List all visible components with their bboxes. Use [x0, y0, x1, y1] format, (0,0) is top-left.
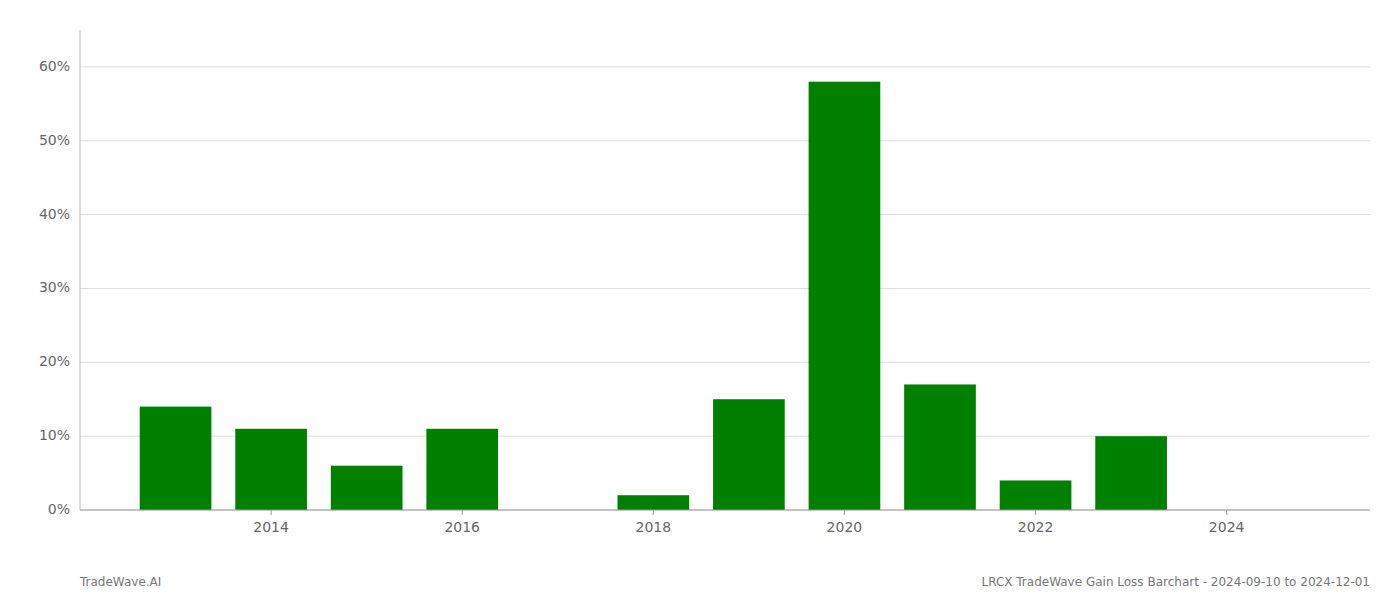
bars — [140, 82, 1167, 510]
x-tick-label: 2022 — [1018, 519, 1054, 535]
grid — [80, 67, 1370, 510]
y-axis: 0% 10% 20% 30% 40% 50% 60% — [39, 30, 80, 517]
x-tick-label: 2020 — [827, 519, 863, 535]
x-tick — [271, 510, 272, 515]
x-axis: 2014 2016 2018 2020 2022 2024 — [80, 510, 1370, 535]
grid-line — [80, 214, 1370, 215]
footer-text: TradeWave.AI — [79, 575, 161, 589]
y-tick-label: 60% — [39, 58, 70, 74]
x-tick — [1226, 510, 1227, 515]
bar — [426, 429, 498, 510]
x-tick — [1035, 510, 1036, 515]
bar — [713, 399, 785, 510]
bar — [235, 429, 307, 510]
y-axis-line — [80, 30, 81, 510]
x-tick — [653, 510, 654, 515]
grid-line — [80, 288, 1370, 289]
x-tick-label: 2016 — [444, 519, 480, 535]
bar — [331, 466, 403, 510]
x-tick — [462, 510, 463, 515]
grid-line — [80, 66, 1370, 67]
x-tick — [844, 510, 845, 515]
y-tick-label: 30% — [39, 279, 70, 295]
bar — [618, 495, 690, 510]
bar — [904, 384, 976, 510]
x-axis-line — [80, 510, 1370, 511]
y-tick-label: 50% — [39, 132, 70, 148]
bar — [809, 82, 881, 510]
x-tick-label: 2018 — [636, 519, 672, 535]
y-tick-label: 40% — [39, 206, 70, 222]
grid-line — [80, 140, 1370, 141]
y-tick-label: 20% — [39, 353, 70, 369]
grid-line — [80, 362, 1370, 363]
bar — [1095, 436, 1167, 510]
grid-line — [80, 510, 1370, 511]
x-tick-label: 2024 — [1209, 519, 1245, 535]
footer-text: LRCX TradeWave Gain Loss Barchart - 2024… — [981, 575, 1370, 589]
x-tick-label: 2014 — [253, 519, 289, 535]
chart: 0% 10% 20% 30% 40% 50% 60% 2014 2016 2018 2020 2022… — [0, 0, 1400, 600]
y-tick-label: 10% — [39, 427, 70, 443]
y-tick-label: 0% — [48, 501, 70, 517]
bar — [1000, 480, 1072, 510]
bar — [140, 407, 212, 510]
